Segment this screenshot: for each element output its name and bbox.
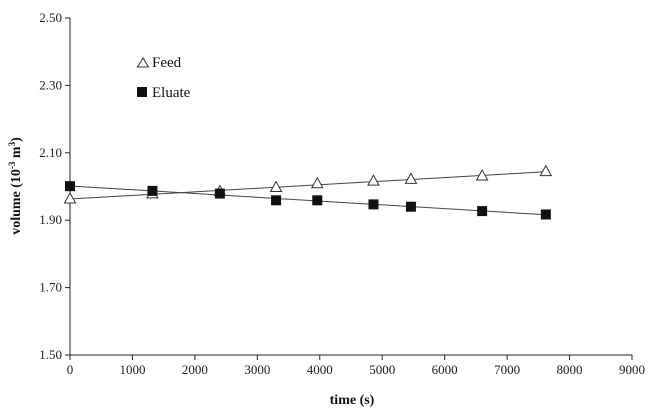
x-tick-label: 3000 (244, 362, 270, 377)
y-axis-ticks: 1.50 1.70 1.90 2.10 2.30 2.50 (39, 10, 70, 362)
trendline-eluate (69, 185, 546, 216)
y-tick-label: 1.70 (39, 280, 62, 295)
x-tick-label: 6000 (432, 362, 458, 377)
feed-point (63, 191, 77, 204)
legend-feed-marker (136, 57, 150, 68)
x-tick-label: 4000 (307, 362, 333, 377)
y-tick-label: 2.30 (39, 77, 62, 92)
legend-eluate-marker (137, 87, 147, 97)
eluate-point (65, 181, 75, 192)
y-axis-title-close: ) (9, 137, 24, 142)
y-axis-title-main: volume (10 (9, 169, 24, 235)
eluate-point (271, 195, 282, 206)
eluate-point (368, 199, 379, 210)
y-axis-title-exp2: 3 (7, 141, 17, 146)
y-axis-title: volume (10-3 m3) (7, 137, 24, 235)
eluate-point (147, 185, 158, 196)
eluate-point (312, 195, 323, 206)
x-tick-label: 5000 (369, 362, 395, 377)
eluate-point (214, 188, 225, 199)
feed-point (475, 169, 489, 181)
data-markers (63, 164, 553, 220)
legend-eluate-label: Eluate (152, 85, 191, 101)
eluate-point (477, 206, 488, 217)
y-tick-label: 2.50 (39, 10, 62, 25)
y-tick-label: 2.10 (39, 145, 62, 160)
x-tick-label: 9000 (619, 362, 645, 377)
x-tick-label: 7000 (494, 362, 520, 377)
legend: Feed Eluate (136, 55, 191, 101)
feed-point (269, 180, 283, 193)
y-axis-title-mid: m (9, 146, 24, 162)
trendlines (69, 171, 546, 216)
x-axis-title: time (s) (330, 393, 375, 408)
legend-feed-label: Feed (152, 55, 182, 71)
feed-point (404, 172, 418, 184)
feed-point (367, 174, 380, 186)
feed-point (539, 164, 553, 177)
eluate-point (405, 201, 416, 212)
y-axis-title-exp1: -3 (7, 161, 17, 169)
x-tick-label: 0 (67, 362, 74, 377)
y-tick-label: 1.50 (39, 347, 62, 362)
trendline-feed (69, 171, 546, 200)
x-tick-label: 1000 (119, 362, 145, 377)
y-tick-label: 1.90 (39, 212, 62, 227)
feed-point (310, 176, 324, 189)
eluate-point (540, 209, 551, 220)
x-tick-label: 2000 (182, 362, 208, 377)
x-axis-ticks: 0 1000 2000 3000 4000 5000 6000 7000 8000 9000 (67, 355, 645, 377)
x-tick-label: 8000 (557, 362, 583, 377)
